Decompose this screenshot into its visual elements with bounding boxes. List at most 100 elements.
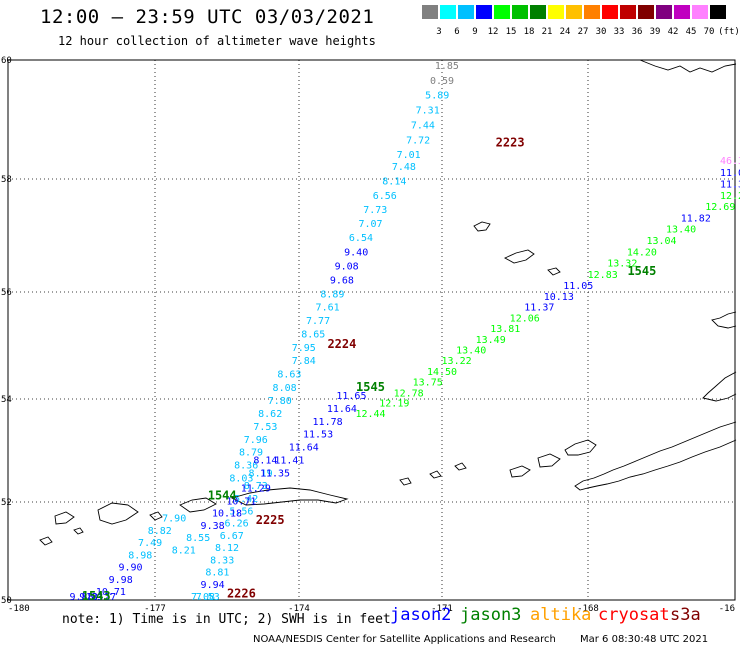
pass-id-label: 1544 [208,488,237,502]
pass-id-label: 1543 [82,589,111,603]
wave-height-value: 11.05 [563,281,593,292]
wave-height-value: 6.56 [373,191,397,202]
scale-label: 3 [436,27,442,37]
wave-height-value: 13.81 [490,324,520,335]
pass-id-label: 2226 [227,587,256,601]
wave-height-value: 7.84 [292,356,316,367]
wave-height-value: 8.12 [215,543,239,554]
wave-height-value: 13.32 [607,259,637,270]
page-subtitle: 12 hour collection of altimeter wave hei… [58,34,376,48]
wave-height-value: 8.36 [234,461,258,472]
scale-label: 39 [649,27,661,37]
wave-height-value: 7.90 [162,514,186,525]
st-matthew-island [473,221,491,232]
scale-swatch [530,5,546,19]
scale-swatch [620,5,636,19]
pass-2223-track: 1.85 0.59 5.89 7.31 7.44 7.72 7.017.48 8.14 6.56… [229,61,459,484]
wave-height-value: 8.14 [382,177,406,188]
near-islands [54,511,75,525]
wave-height-value: 10.18 [212,509,242,520]
wave-height-value: 7.49 [138,538,162,549]
islet-5 [454,462,467,471]
scale-swatch [674,5,690,19]
scale-label: 33 [613,27,625,37]
wave-height-value: 7.53 [196,592,220,603]
wave-height-value: 11.35 [260,468,290,479]
wave-height-value: 8.03 [229,473,253,484]
pass-id-label: 1545 [356,380,385,394]
wave-height-value: 8.81 [205,568,229,579]
lon-label: -180 [8,604,30,614]
wave-height-value: 13.04 [646,236,676,247]
lon-label: -16 [719,604,735,614]
scale-swatch [566,5,582,19]
wave-height-value: 8.55 [186,533,210,544]
wave-height-value: 10.27 [86,592,116,603]
wave-height-value: 8.08 [273,383,297,394]
wave-height-value: 7.31 [416,106,440,117]
scale-label: 45 [685,27,697,37]
unalaska-island [537,453,561,468]
scale-swatch [656,5,672,19]
wave-height-value: 0.59 [430,76,454,87]
wave-height-value: 8.14 [253,455,277,466]
andreanof-islands [230,487,349,506]
satellite-jason2: jason2 [390,605,452,625]
wave-height-value: 46.37 [720,156,740,167]
scale-swatch [710,5,726,19]
wave-height-value: 14.50 [427,367,457,378]
wave-height-value: 10.13 [544,292,574,303]
scale-label: 70 [703,27,715,37]
wave-height-value: 11.06 [720,168,740,179]
wave-height-value: 11.82 [681,213,711,224]
scale-label: 6 [454,27,460,37]
unimak-island [564,439,597,456]
wave-height-value: 10.71 [226,496,256,507]
scale-label: 12 [487,27,499,37]
lat-label: 52 [1,498,12,508]
pass-id-label: 2224 [327,337,356,351]
islet-2 [39,536,53,546]
lon-label: -174 [288,604,310,614]
credit-line: NOAA/NESDIS Center for Satellite Applica… [253,634,556,645]
pass-1545-track: 46.3711.0611.3912.2712.6911.8213.4013.04… [355,156,740,420]
wave-height-value: 13.75 [413,378,443,389]
scale-label: 21 [541,27,553,37]
wave-height-value: 12.78 [394,388,424,399]
wave-height-value: 7.48 [392,162,416,173]
scale-label: 30 [595,27,607,37]
scale-swatch [548,5,564,19]
scale-label: 9 [472,27,478,37]
wave-height-value: 14.20 [627,247,657,258]
pass-id-label: 2225 [256,513,285,527]
scale-swatch [440,5,456,19]
wave-height-value: 5.42 [234,494,258,505]
wave-height-value: 8.79 [239,448,263,459]
scale-unit: (ft) [718,27,740,37]
wave-height-value: 8.73 [244,481,268,492]
generation-timestamp: Mar 6 08:30:48 UTC 2021 [580,634,709,645]
lat-label: 60 [1,56,12,66]
wave-height-value: 7.96 [244,435,268,446]
scale-swatch [602,5,618,19]
scale-label: 27 [577,27,589,37]
wave-height-value: 6.26 [225,519,249,530]
scale-swatch [584,5,600,19]
wave-height-value: 9.68 [330,276,354,287]
wave-height-value: 8.98 [128,550,152,561]
map-grid: 60 58 56 54 52 50-180 -177 -174 -171 -168 -16 [1,56,736,614]
wave-height-value: 13.22 [442,356,472,367]
alaska-mainland-north [702,371,737,402]
wave-height-value: 9.40 [344,247,368,258]
scale-label: 15 [505,27,517,37]
bristol-coast [639,59,737,73]
coastline [39,59,737,546]
wave-height-value: 9.38 [201,521,225,532]
kodiak-coast [711,311,737,329]
wave-height-value: 9.90 [118,563,142,574]
wave-height-value: 7.61 [316,303,340,314]
pass-2224-track: 11.6511.6411.7811.5311.6411.4111.3511.29… [69,391,366,603]
pass-id-label: 1545 [627,264,656,278]
wave-height-value: 7.80 [268,396,292,407]
wave-height-value: 8.62 [258,409,282,420]
